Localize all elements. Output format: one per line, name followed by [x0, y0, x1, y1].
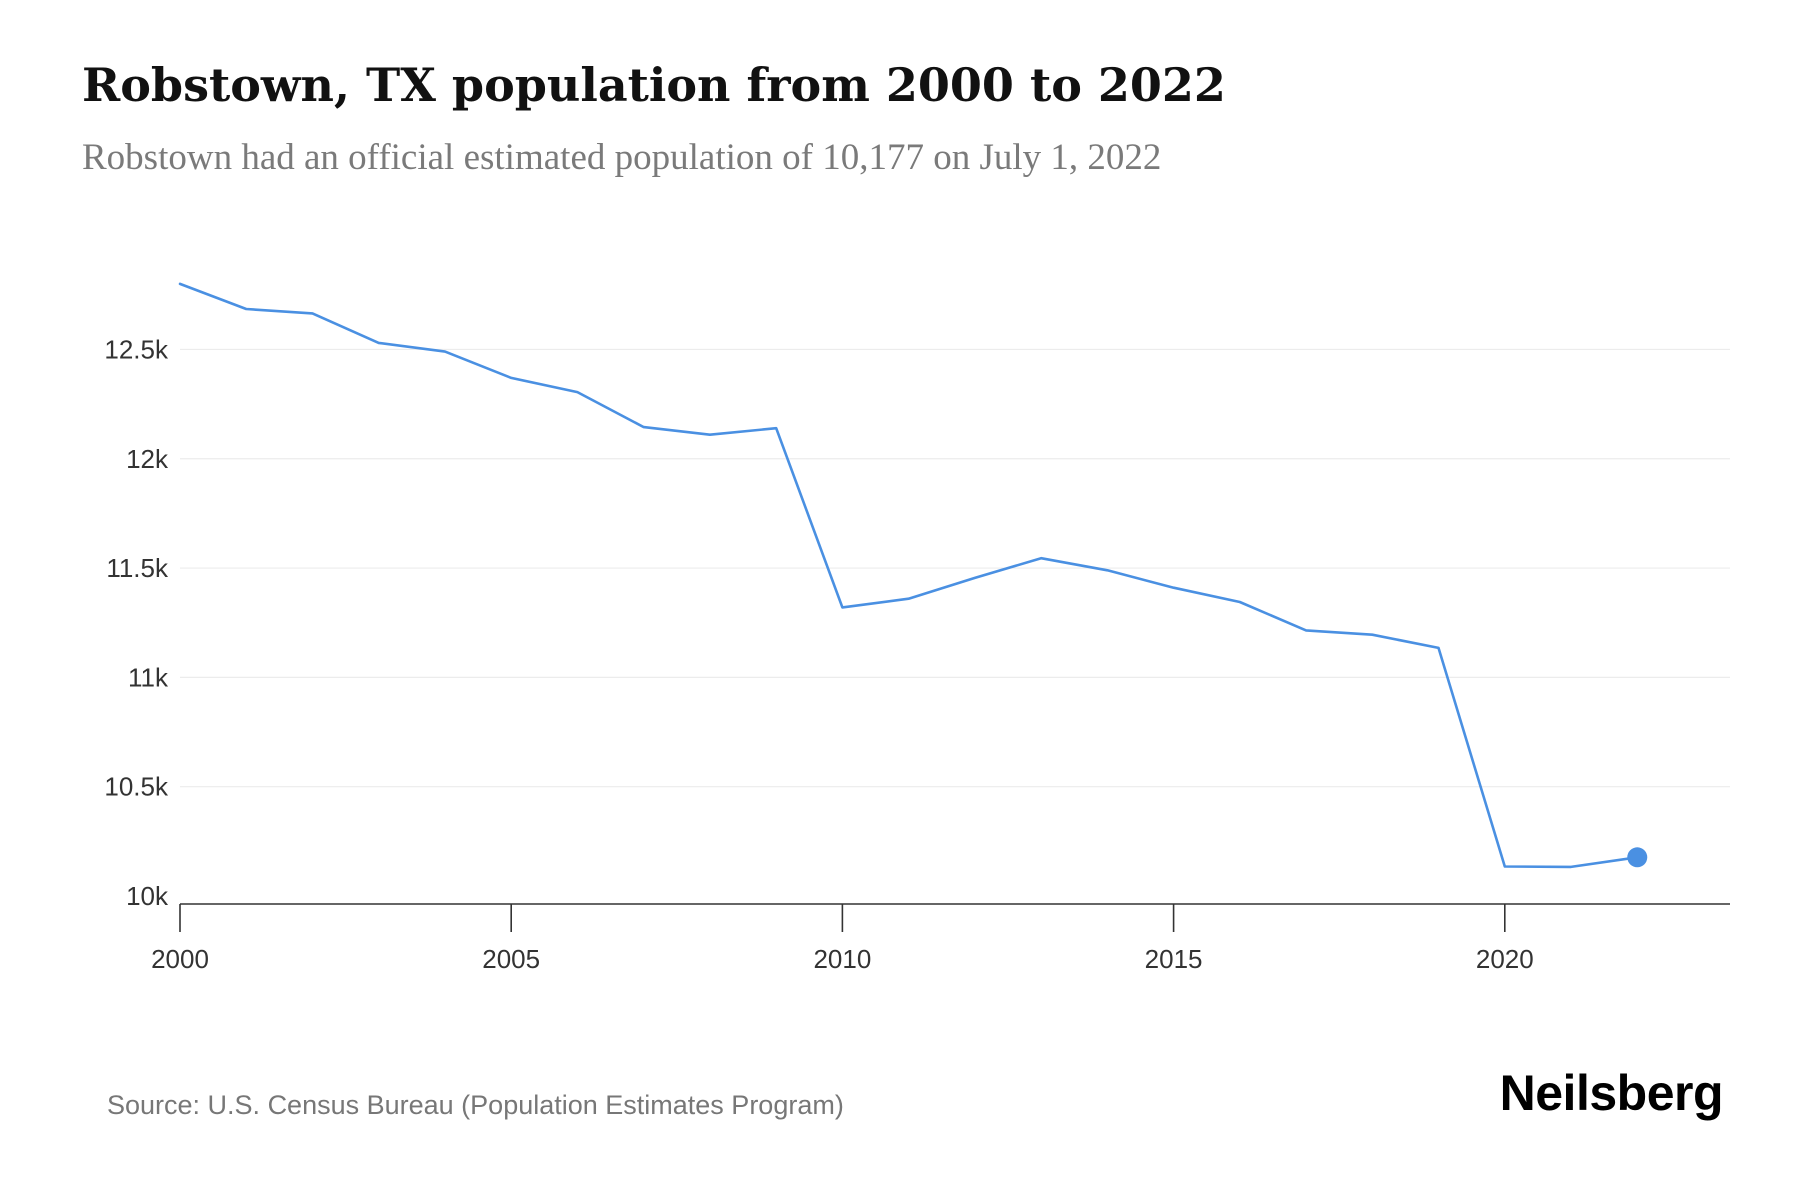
last-data-point [1627, 847, 1648, 868]
y-tick-label: 10.5k [104, 772, 169, 802]
source-note: Source: U.S. Census Bureau (Population E… [107, 1090, 844, 1120]
population-line-chart: 10k 10.5k 11k 11.5k 12k 12.5k 2000 2005 2010 2015… [104, 282, 1730, 974]
series-line [178, 282, 1639, 869]
x-tick-label: 2010 [813, 944, 871, 974]
y-tick-label: 12k [126, 444, 169, 474]
series [178, 282, 1648, 869]
chart-subtitle: Robstown had an official estimated popul… [82, 137, 1162, 178]
brand-logo: Neilsberg [1499, 1065, 1724, 1121]
y-tick-label: 10k [126, 881, 169, 911]
x-tick-label: 2020 [1476, 944, 1534, 974]
x-tick-label: 2005 [482, 944, 540, 974]
chart-title: Robstown, TX population from 2000 to 202… [82, 58, 1226, 112]
y-tick-label: 11.5k [106, 553, 169, 583]
gridlines [180, 348, 1730, 788]
axes: 10k 10.5k 11k 11.5k 12k 12.5k 2000 2005 2010 2015… [104, 334, 1730, 974]
x-tick-label: 2000 [151, 944, 209, 974]
y-tick-label: 12.5k [104, 334, 169, 364]
y-tick-label: 11k [128, 662, 169, 692]
x-tick-label: 2015 [1145, 944, 1203, 974]
